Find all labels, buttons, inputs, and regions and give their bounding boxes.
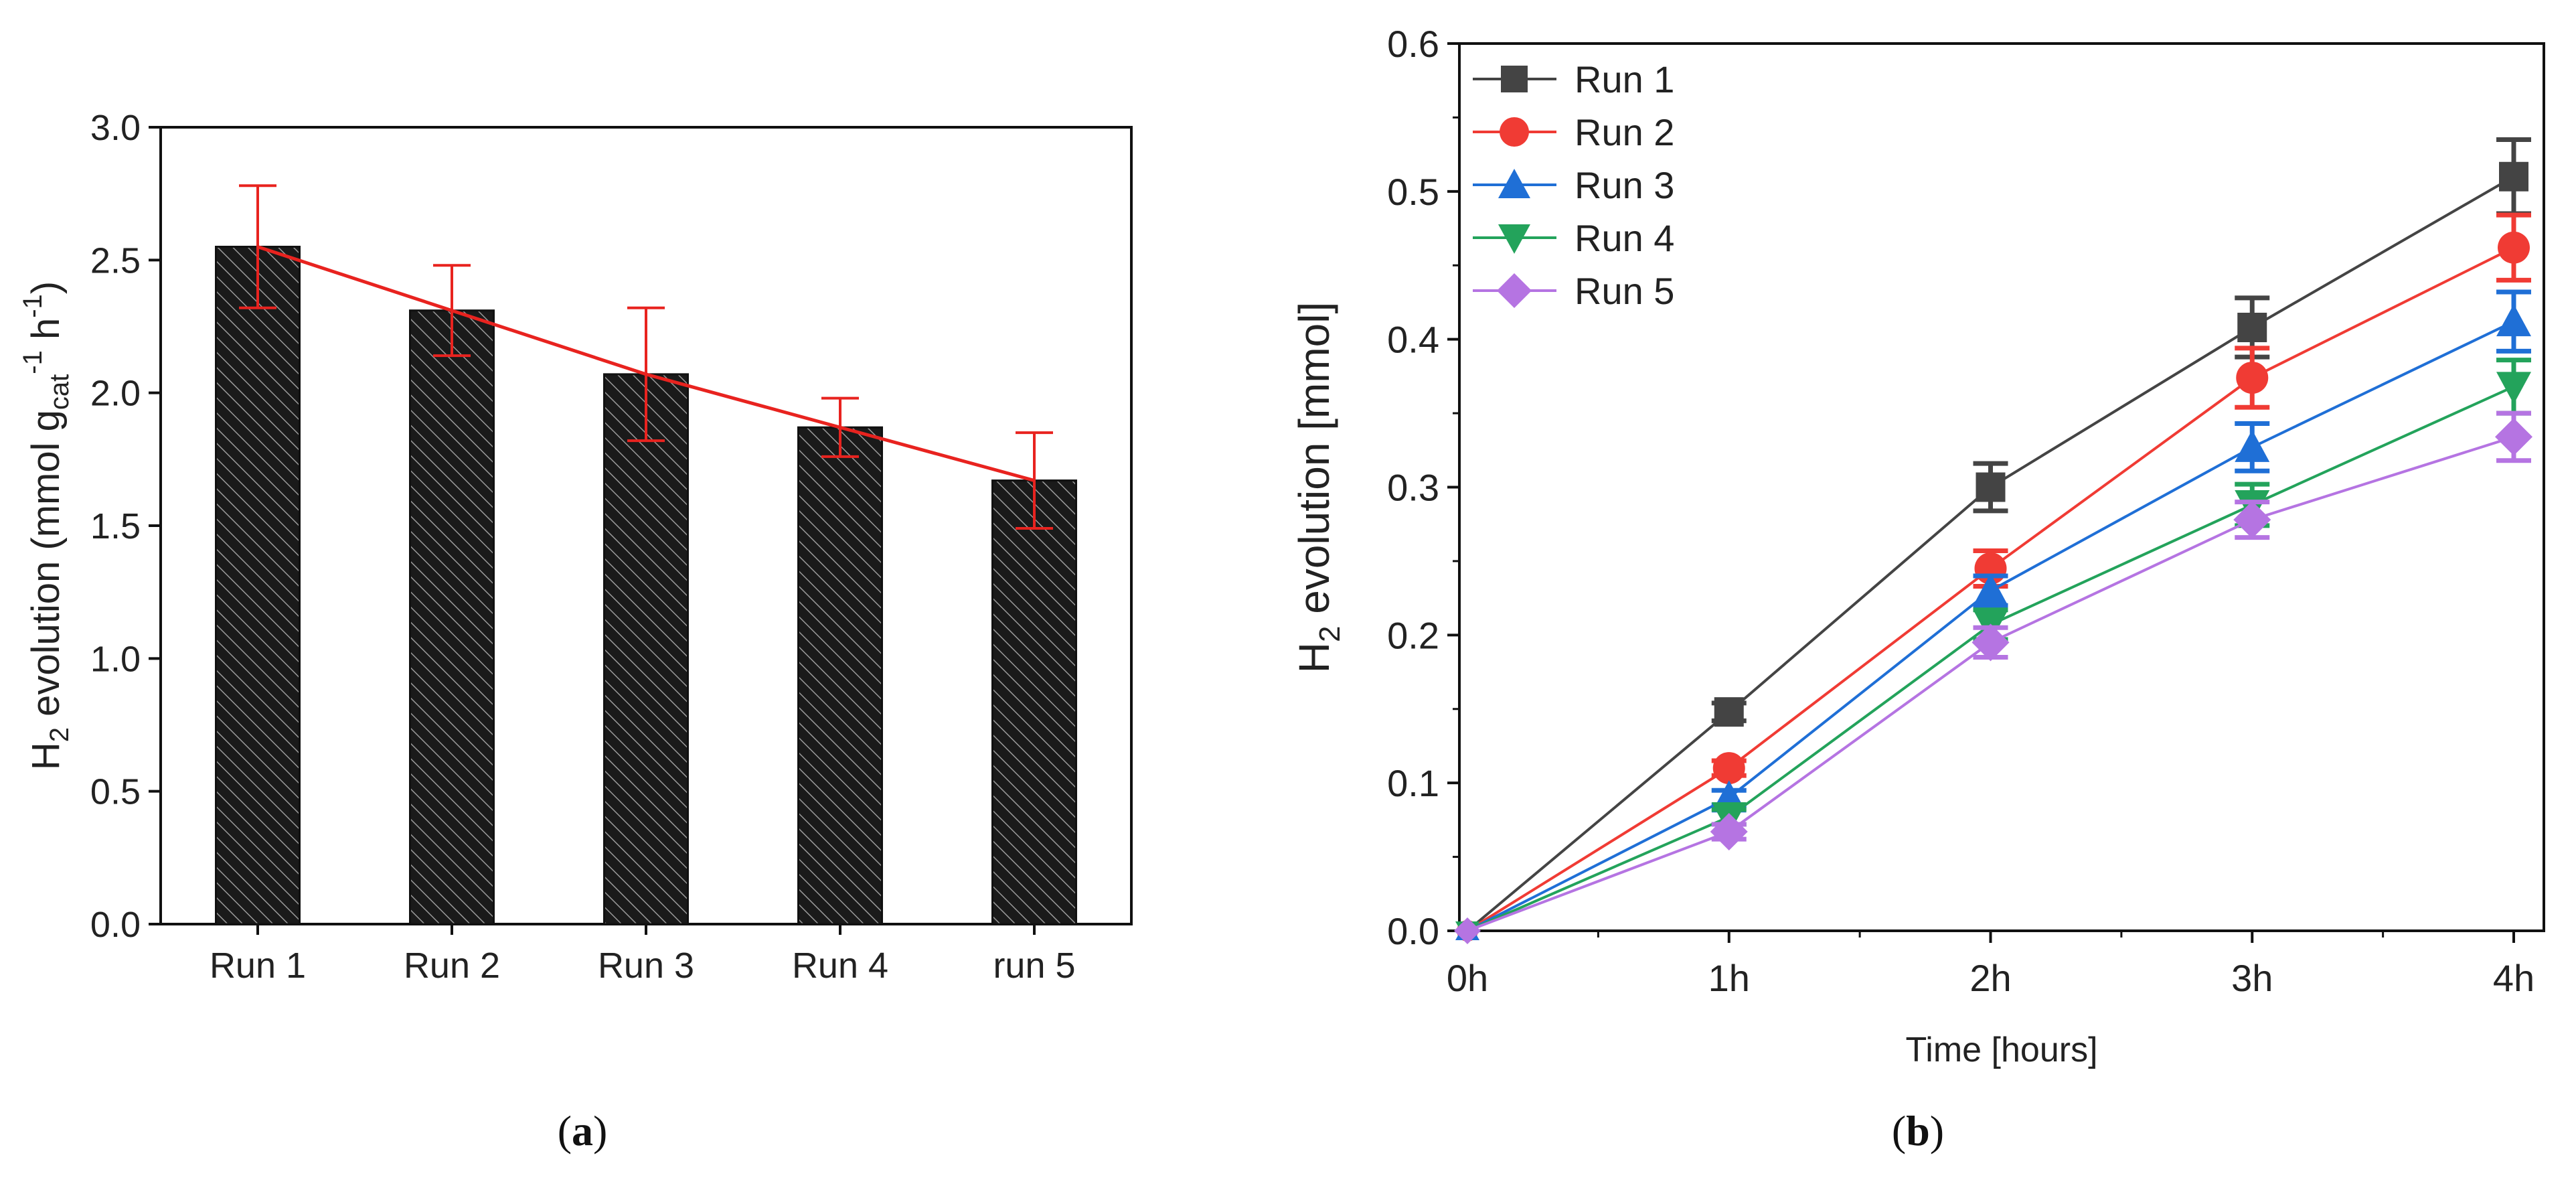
x-tick-label: Run 3 xyxy=(598,946,694,986)
x-tick-label: 2h xyxy=(1969,957,2011,999)
panel-a-x-axis: Run 1 Run 2 Run 3 Run 4 run 5 xyxy=(210,924,1076,986)
bar xyxy=(603,373,689,925)
y-tick-label: 0.4 xyxy=(1387,319,1439,361)
bar xyxy=(797,426,883,925)
bar xyxy=(215,246,301,925)
panel-b-series xyxy=(1454,137,2532,944)
marker-square xyxy=(2499,161,2528,192)
panel-a-caption: (a) xyxy=(558,1107,608,1154)
marker-square xyxy=(1714,697,1744,727)
marker-diamond xyxy=(2233,501,2271,539)
y-tick-label: 1.5 xyxy=(90,506,141,546)
x-tick-label: 3h xyxy=(2231,957,2273,999)
y-tick-label: 0.3 xyxy=(1387,467,1439,509)
x-tick-label: Run 2 xyxy=(404,946,500,986)
bar xyxy=(409,309,495,925)
marker-circle xyxy=(2236,362,2269,394)
marker-square xyxy=(1501,66,1528,92)
y-tick-label: 0.0 xyxy=(90,905,141,945)
marker-diamond xyxy=(1497,273,1532,308)
x-tick-label: Run 4 xyxy=(792,946,888,986)
panel-a-error-bars xyxy=(239,184,1053,530)
marker-triangle-up xyxy=(2496,304,2531,337)
legend-label: Run 3 xyxy=(1575,164,1674,206)
marker-triangle-down xyxy=(2496,372,2531,404)
x-tick-label: 1h xyxy=(1708,957,1750,999)
panel-b-x-axis-label: Time [hours] xyxy=(1905,1031,2097,1069)
panel-a-y-axis: 0.0 0.5 1.0 1.5 2.0 2.5 3.0 xyxy=(90,108,161,945)
series-run-2 xyxy=(1457,212,2531,942)
marker-diamond xyxy=(1454,917,1481,944)
panel-b-legend: Run 1 Run 2 Run 3 Run 4 Run 5 xyxy=(1473,58,1674,312)
marker-diamond xyxy=(1710,813,1748,851)
x-tick-label: 0h xyxy=(1447,957,1488,999)
panel-a-y-axis-label: H2 evolution (mmol gcat-1 h-1) xyxy=(18,281,74,770)
series-run-3 xyxy=(1455,289,2531,940)
series-run-5 xyxy=(1454,410,2532,944)
y-tick-label: 0.1 xyxy=(1387,762,1439,804)
marker-square xyxy=(2237,313,2267,342)
x-tick-label: Run 1 xyxy=(210,946,306,986)
y-tick-label: 2.0 xyxy=(90,374,141,414)
marker-triangle-up xyxy=(1973,573,2008,606)
x-tick-label: 4h xyxy=(2493,957,2534,999)
series-run-1 xyxy=(1458,137,2531,940)
panel-b-caption: (b) xyxy=(1892,1107,1944,1154)
panel-b-x-axis: 0h 1h 2h 3h 4h xyxy=(1447,931,2534,999)
panel-b-y-axis-label: H2 evolution [mmol] xyxy=(1290,302,1346,673)
marker-triangle-up xyxy=(2235,429,2270,462)
bar xyxy=(991,479,1077,925)
marker-circle xyxy=(2498,231,2530,264)
marker-circle xyxy=(1500,117,1529,147)
marker-square xyxy=(1976,472,2006,502)
legend-label: Run 1 xyxy=(1575,58,1674,100)
y-tick-label: 0.5 xyxy=(1387,171,1439,213)
legend-label: Run 2 xyxy=(1575,111,1674,153)
marker-triangle-down xyxy=(1498,224,1530,254)
marker-circle xyxy=(1712,752,1745,785)
y-tick-label: 0.6 xyxy=(1387,23,1439,65)
y-tick-label: 0.2 xyxy=(1387,614,1439,656)
panel-b: 0.00.10.20.30.40.50.6 0h 1h 2h 3h 4h Run 1Ru… xyxy=(1290,23,2545,1154)
marker-diamond xyxy=(2495,418,2532,456)
y-tick-label: 0.0 xyxy=(1387,910,1439,952)
x-tick-label: run 5 xyxy=(993,946,1075,986)
y-tick-label: 1.0 xyxy=(90,639,141,679)
y-tick-label: 0.5 xyxy=(90,772,141,812)
y-tick-label: 2.5 xyxy=(90,240,141,281)
marker-diamond xyxy=(1971,623,2010,662)
legend-label: Run 4 xyxy=(1575,217,1674,259)
marker-triangle-up xyxy=(1498,169,1530,198)
y-tick-label: 3.0 xyxy=(90,108,141,148)
panel-b-y-axis: 0.0 0.1 0.2 0.3 0.4 0.5 0.6 xyxy=(1387,23,1459,952)
legend-label: Run 5 xyxy=(1575,270,1674,312)
panel-a: 0.00.51.01.52.02.53.0 Run 1 Run 2 Run 3 Run… xyxy=(18,108,1133,1154)
